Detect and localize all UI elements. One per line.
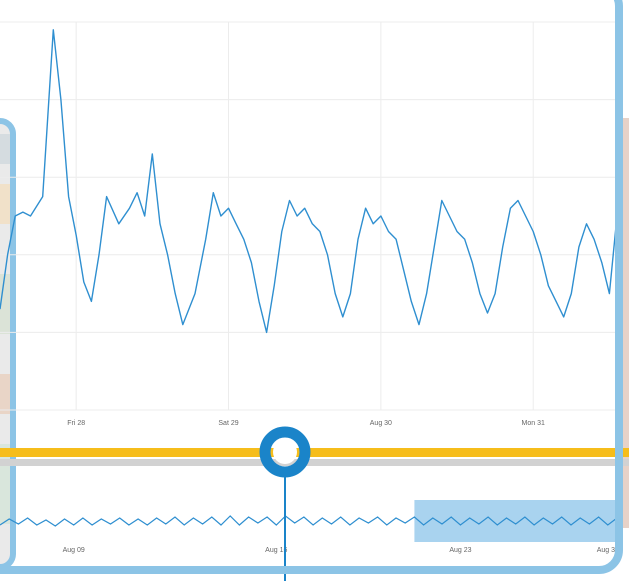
thumbnail-strip — [0, 444, 10, 524]
navigator-chart[interactable] — [0, 515, 618, 527]
main-grid — [0, 21, 617, 411]
x-tick-label: Aug 30 — [370, 420, 392, 427]
main-series-line[interactable] — [0, 29, 618, 334]
navigator-x-axis: Aug 09 Aug 16 Aug 23 Aug 30 — [63, 547, 619, 554]
scrollbar-lower-track — [0, 459, 629, 466]
x-tick-label: Sat 29 — [218, 420, 238, 427]
x-tick-label: Fri 28 — [67, 420, 85, 427]
thumbnail-strip — [0, 184, 10, 224]
callout-ring — [259, 426, 311, 478]
thumbnail-strip — [0, 374, 10, 414]
navigator-tick-label: Aug 23 — [449, 547, 471, 554]
x-tick-label: Mon 31 — [522, 420, 545, 427]
scrollbar-track[interactable] — [0, 448, 629, 457]
main-chart[interactable] — [0, 29, 618, 334]
thumbnail-strip — [0, 274, 10, 334]
right-edge-panel — [623, 118, 629, 528]
navigator-selection[interactable] — [414, 500, 617, 542]
navigator-tick-label: Aug 09 — [63, 547, 85, 554]
callout-dot — [273, 440, 297, 464]
navigator-series-line[interactable] — [0, 515, 618, 527]
navigator-tick-label: Aug 30 — [597, 547, 619, 554]
thumbnail-strip — [0, 134, 10, 164]
navigator-tick-label: Aug 16 — [265, 547, 287, 554]
